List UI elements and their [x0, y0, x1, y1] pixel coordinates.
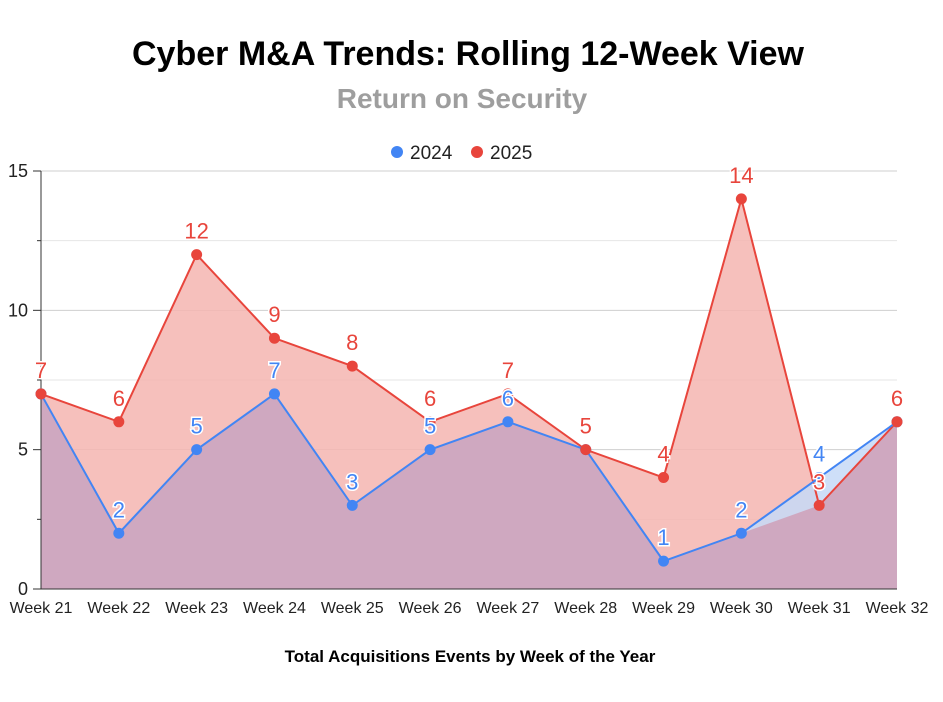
point-2024 [813, 472, 825, 484]
chart-title: Cyber M&A Trends: Rolling 12-Week View [132, 35, 805, 73]
data-label-2024: 2 [735, 497, 747, 522]
data-label-2024: 2 [113, 497, 125, 522]
point-2024 [113, 527, 125, 539]
point-2025 [424, 416, 436, 428]
data-label-2025: 6 [891, 386, 903, 411]
data-label-2024: 6 [891, 386, 903, 411]
point-2025 [346, 360, 358, 372]
chart-subtitle: Return on Security [337, 83, 588, 114]
data-label-2025: 14 [729, 163, 753, 188]
point-2025 [813, 499, 825, 511]
line-2024 [40, 392, 898, 563]
legend-marker-2025 [471, 146, 483, 158]
point-2025 [891, 416, 903, 428]
x-tick-label: Week 26 [399, 600, 462, 617]
x-tick-label: Week 24 [243, 600, 306, 617]
legend-label-2024: 2024 [410, 143, 453, 164]
y-tick-label: 10 [8, 300, 28, 320]
x-tick-label: Week 27 [476, 600, 539, 617]
data-label-2024: 3 [346, 469, 358, 494]
data-label-2024: 6 [502, 386, 514, 411]
x-tick-label: Week 32 [866, 600, 929, 617]
point-2025 [113, 416, 125, 428]
legend: 2024 2025 [391, 143, 532, 164]
data-label-2025: 12 [184, 219, 208, 244]
x-tick-label: Week 30 [710, 600, 773, 617]
y-tick-label: 5 [18, 440, 28, 460]
point-2024 [658, 555, 670, 567]
point-2024 [191, 444, 203, 456]
data-label-2024: 4 [813, 442, 825, 467]
data-label-2025: 9 [268, 302, 280, 327]
data-label-2025: 6 [424, 386, 436, 411]
point-2024 [424, 444, 436, 456]
point-2024 [346, 499, 358, 511]
x-tick-label: Week 29 [632, 600, 695, 617]
data-label-2025: 7 [35, 358, 47, 383]
x-axis-ticks: Week 21 Week 22 Week 23 Week 24 Week 25 Week … [10, 600, 929, 617]
y-axis-ticks: 0 5 10 15 [8, 161, 28, 599]
data-points [35, 193, 903, 567]
point-2024 [502, 416, 514, 428]
point-2024 [735, 527, 747, 539]
legend-label-2025: 2025 [490, 143, 532, 164]
data-label-2024: 5 [424, 414, 436, 439]
x-tick-label: Week 31 [788, 600, 851, 617]
y-tick-label: 15 [8, 161, 28, 181]
area-overlap [41, 393, 897, 589]
x-tick-label: Week 21 [10, 600, 73, 617]
point-2025 [735, 193, 747, 205]
data-label-2025: 7 [502, 358, 514, 383]
point-2025 [502, 388, 514, 400]
data-label-2024: 7 [268, 358, 280, 383]
data-label-2025: 3 [813, 469, 825, 494]
data-label-2025: 8 [346, 330, 358, 355]
data-label-2025: 4 [657, 442, 669, 467]
series-lines [40, 194, 898, 563]
x-tick-label: Week 28 [554, 600, 617, 617]
point-2025 [191, 249, 203, 261]
point-2025 [658, 472, 670, 484]
data-label-2024: 7 [35, 358, 47, 383]
x-tick-label: Week 25 [321, 600, 384, 617]
x-tick-label: Week 22 [87, 600, 150, 617]
x-axis-label: Total Acquisitions Events by Week of the… [285, 647, 656, 666]
point-2025 [580, 444, 592, 456]
legend-marker-2024 [391, 146, 403, 158]
y-tick-label: 0 [18, 579, 28, 599]
point-2025 [268, 332, 280, 344]
data-label-2025: 5 [580, 414, 592, 439]
point-2025 [35, 388, 47, 400]
data-label-2024: 5 [191, 414, 203, 439]
x-tick-label: Week 23 [165, 600, 228, 617]
data-label-2024: 5 [580, 414, 592, 439]
line-2025 [40, 194, 898, 508]
data-label-2024: 1 [657, 525, 669, 550]
point-2024 [268, 388, 280, 400]
data-label-2025: 6 [113, 386, 125, 411]
axes [33, 170, 897, 590]
series-areas [41, 198, 897, 589]
